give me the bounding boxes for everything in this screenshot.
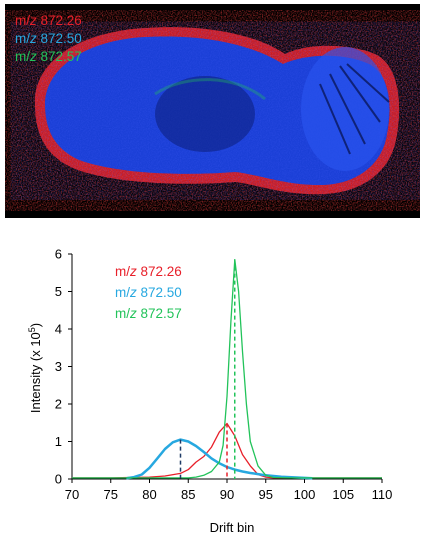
y-tick-label-6: 6: [55, 247, 62, 262]
image-legend-entry-2: m/z 872.57: [15, 49, 82, 64]
green-tract: [154, 78, 266, 101]
image-legend-entry-1: m/z 872.50: [15, 31, 82, 46]
x-tick-label-0: 70: [65, 487, 79, 502]
cerebellum-fold-2: [339, 65, 381, 123]
y-tick-label-2: 2: [55, 397, 62, 412]
image-legend: m/z 872.26 m/z 872.50 m/z 872.57: [15, 12, 82, 66]
chart-legend-entry-1: m/z 872.50: [115, 285, 182, 300]
image-legend-entry-0: m/z 872.26: [15, 13, 82, 28]
x-tick-label-3: 85: [181, 487, 195, 502]
x-tick-label-7: 105: [332, 487, 354, 502]
x-tick-label-1: 75: [104, 487, 118, 502]
x-tick-label-6: 100: [294, 487, 316, 502]
midbrain: [155, 76, 255, 152]
tissue-image: [34, 27, 400, 195]
x-tick-label-5: 95: [259, 487, 273, 502]
ion-mobility-image: m/z 872.26 m/z 872.50 m/z 872.57: [5, 4, 420, 218]
y-tick-label-0: 0: [55, 472, 62, 487]
y-tick-label-3: 3: [55, 359, 62, 374]
series-line-2: [72, 258, 382, 479]
drift-time-chart: 0 1 2 3 4 5 6 70 75 80 85 90 95 100 105 110 Intensity (…: [27, 247, 393, 536]
series-line-1: [126, 438, 313, 480]
x-axis-title: Drift bin: [210, 520, 255, 535]
x-tick-label-2: 80: [142, 487, 156, 502]
x-tick-label-8: 110: [372, 487, 393, 502]
chart-legend-entry-2: m/z 872.57: [115, 306, 182, 321]
chart-legend: m/z 872.26 m/z 872.50 m/z 872.57: [115, 264, 182, 321]
cerebellum-fold-1: [319, 83, 351, 155]
chart-legend-entry-0: m/z 872.26: [115, 264, 182, 279]
y-tick-label-1: 1: [55, 434, 62, 449]
x-tick-label-4: 90: [220, 487, 234, 502]
y-tick-label-5: 5: [55, 284, 62, 299]
y-tick-label-4: 4: [55, 322, 62, 337]
plot-area: 0 1 2 3 4 5 6 70 75 80 85 90 95 100 105 110: [55, 247, 393, 503]
y-axis-title: Intensity (x 105): [27, 323, 43, 413]
cerebellum: [301, 47, 389, 171]
cerebellum-fold-0: [329, 73, 366, 145]
cerebellum-fold-3: [346, 63, 390, 103]
